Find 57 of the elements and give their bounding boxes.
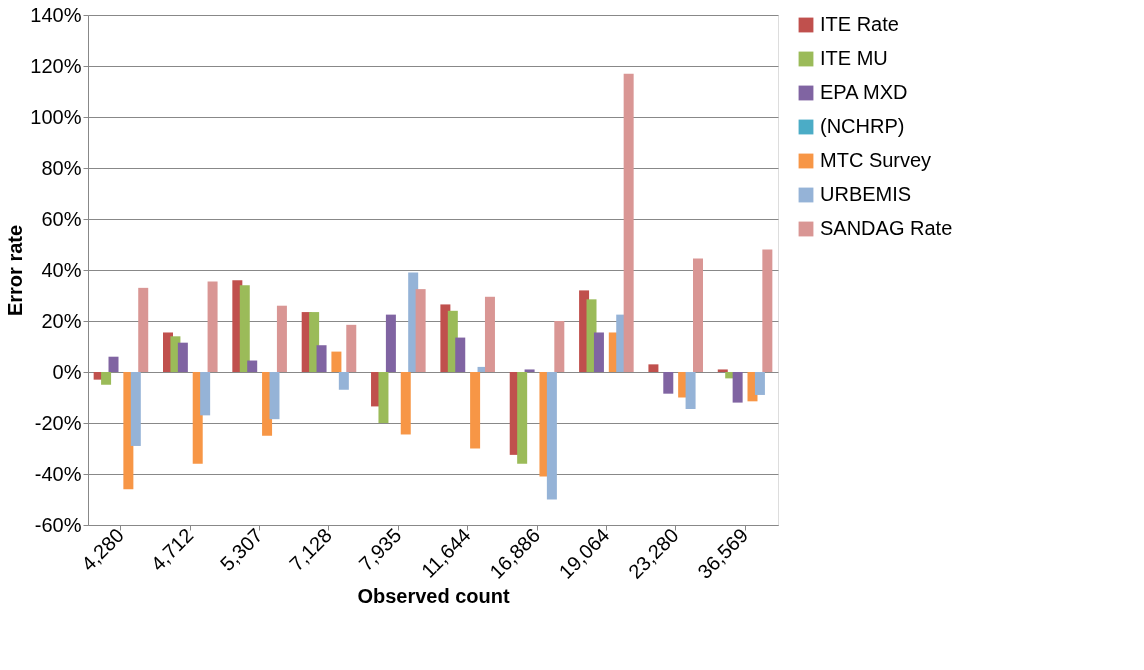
- bar: [239, 285, 250, 372]
- bar: [316, 345, 327, 372]
- bar: [378, 372, 389, 423]
- bar: [524, 369, 535, 372]
- y-tick-label: 80%: [41, 156, 82, 179]
- y-tick-label: -60%: [34, 513, 82, 536]
- bar: [685, 372, 696, 409]
- y-tick-label: 60%: [41, 207, 82, 230]
- bar: [177, 342, 188, 372]
- bar: [130, 372, 141, 446]
- bar: [200, 372, 211, 416]
- y-tick-label: 0%: [52, 360, 82, 383]
- legend-label: MTC Survey: [820, 149, 932, 171]
- bar: [593, 332, 604, 372]
- bar: [623, 73, 634, 372]
- legend-label: (NCHRP): [820, 115, 905, 137]
- bar: [484, 296, 495, 372]
- bar: [338, 372, 349, 390]
- bar: [400, 372, 411, 435]
- bar: [247, 360, 258, 372]
- bar: [276, 305, 287, 372]
- bar: [663, 372, 674, 394]
- bar: [101, 372, 112, 385]
- legend-label: URBEMIS: [820, 183, 912, 205]
- bar: [309, 312, 320, 372]
- legend-label: EPA MXD: [820, 81, 908, 103]
- bar: [732, 372, 743, 403]
- bar: [546, 372, 557, 500]
- bar: [138, 287, 149, 372]
- bar: [269, 372, 280, 420]
- x-axis-title: Observed count: [357, 584, 510, 607]
- bar: [762, 249, 773, 372]
- bar: [385, 314, 396, 372]
- y-tick-label: -20%: [34, 411, 82, 434]
- bar: [108, 356, 119, 372]
- bar: [346, 324, 357, 372]
- bar: [754, 372, 765, 395]
- bar: [693, 258, 703, 372]
- bar: [455, 337, 466, 372]
- bar: [207, 281, 218, 372]
- legend-label: SANDAG Rate: [820, 217, 953, 239]
- y-tick-label: 40%: [41, 258, 82, 281]
- y-tick-label: 120%: [30, 54, 82, 77]
- y-tick-label: 140%: [30, 3, 82, 26]
- y-axis-title: Error rate: [4, 224, 27, 317]
- bar: [554, 321, 565, 372]
- legend-label: ITE Rate: [820, 13, 899, 35]
- bar: [331, 351, 342, 372]
- bar: [648, 364, 659, 372]
- bar: [517, 372, 528, 464]
- bar: [717, 369, 728, 372]
- y-tick-label: -40%: [34, 462, 82, 485]
- bar: [470, 372, 481, 449]
- bar: [415, 289, 426, 372]
- y-tick-label: 100%: [30, 105, 82, 128]
- legend-label: ITE MU: [820, 47, 888, 69]
- y-tick-label: 20%: [41, 309, 82, 332]
